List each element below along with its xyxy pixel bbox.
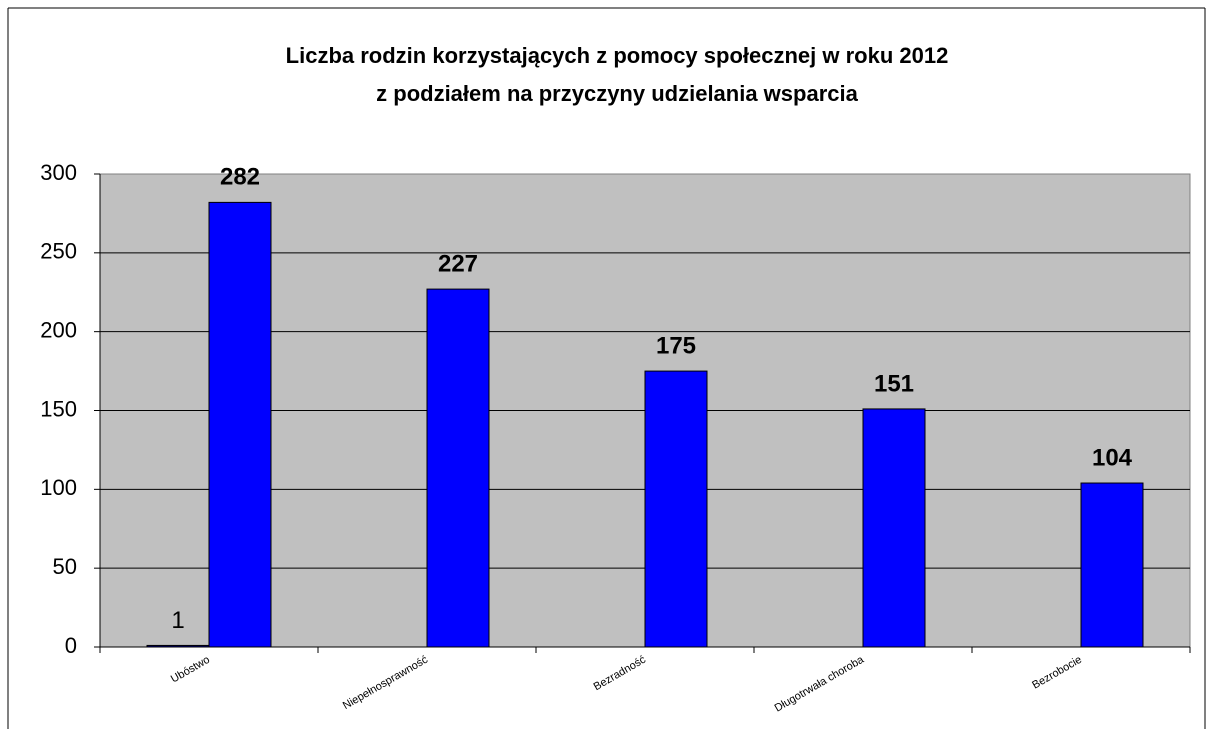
data-label: 1 — [171, 607, 184, 634]
x-tick-label: Niepełnosprawność — [341, 653, 431, 712]
data-label: 282 — [220, 164, 260, 191]
data-label: 104 — [1092, 444, 1133, 471]
x-tick-label: Bezrobocie — [1030, 654, 1084, 692]
x-tick-label: Bezradność — [592, 653, 649, 693]
bar — [1080, 482, 1144, 648]
bar — [208, 201, 272, 648]
y-tick-label: 150 — [40, 396, 77, 421]
bar — [862, 408, 926, 648]
y-tick-label: 300 — [40, 160, 77, 185]
bar — [426, 288, 490, 648]
data-label: 175 — [656, 332, 696, 359]
bar — [146, 644, 210, 648]
x-tick-label: Długotrwała choroba — [773, 653, 867, 714]
y-tick-label: 0 — [65, 633, 77, 658]
data-label: 151 — [874, 370, 914, 397]
y-tick-label: 50 — [53, 554, 77, 579]
chart-title: Liczba rodzin korzystających z pomocy sp… — [286, 43, 949, 68]
data-label: 227 — [438, 250, 478, 277]
y-tick-label: 250 — [40, 239, 77, 264]
y-tick-label: 200 — [40, 317, 77, 342]
bar — [644, 370, 708, 648]
y-tick-label: 100 — [40, 475, 77, 500]
chart-title: z podziałem na przyczyny udzielania wspa… — [376, 81, 858, 106]
x-tick-label: Ubóstwo — [169, 654, 212, 686]
